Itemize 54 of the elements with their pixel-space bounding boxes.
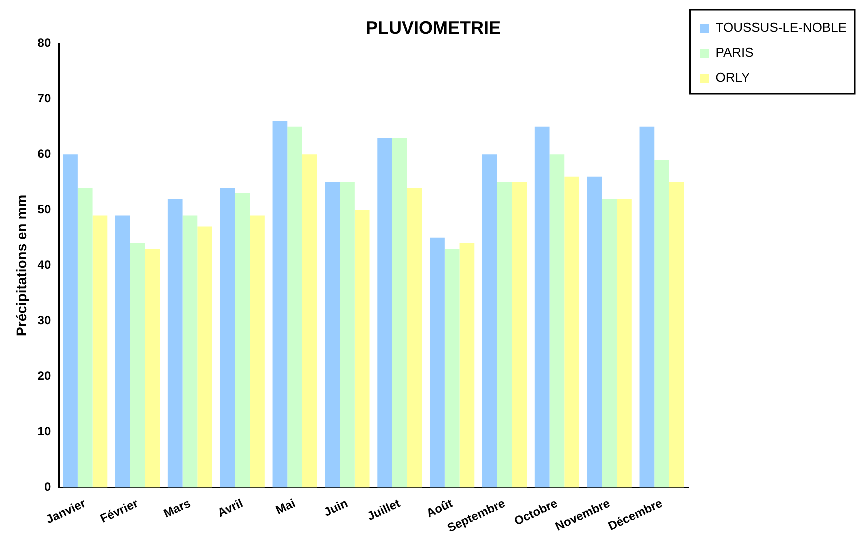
legend-label: PARIS <box>716 45 754 60</box>
x-tick-label: Mars <box>162 496 194 521</box>
bar <box>550 154 565 488</box>
bar <box>130 243 146 488</box>
bar <box>354 210 370 488</box>
bar <box>654 160 670 488</box>
bar <box>116 216 130 488</box>
y-tick-label: 20 <box>38 369 52 384</box>
bar <box>340 182 355 488</box>
bar <box>482 154 498 488</box>
bar <box>512 182 528 488</box>
y-tick-label: 10 <box>38 424 52 439</box>
legend-label: TOUSSUS-LE-NOBLE <box>716 20 848 36</box>
x-tick-label: Mai <box>274 496 298 518</box>
y-axis-title: Précipitations en mm <box>13 194 30 336</box>
bar <box>145 249 160 488</box>
bar <box>250 216 265 488</box>
bar <box>617 199 632 488</box>
y-tick-label: 50 <box>38 202 52 216</box>
bar <box>272 121 288 488</box>
bar <box>168 199 183 488</box>
bar <box>78 188 93 488</box>
bar <box>92 216 108 488</box>
bar <box>407 188 422 488</box>
bar <box>220 188 236 488</box>
y-tick-label: 30 <box>38 314 52 328</box>
bar <box>534 126 550 488</box>
y-tick-label: 0 <box>44 480 52 494</box>
bar <box>392 138 408 488</box>
bar <box>564 176 580 488</box>
bar <box>587 176 602 488</box>
bar <box>182 216 198 488</box>
bar <box>198 226 212 488</box>
bar <box>235 193 250 488</box>
x-tick-label: Avril <box>216 496 246 520</box>
bar <box>325 182 340 488</box>
bar <box>640 126 655 488</box>
bar <box>378 138 392 488</box>
bar <box>497 182 512 488</box>
y-tick-label: 60 <box>38 146 52 161</box>
bar <box>444 249 460 488</box>
legend-label: ORLY <box>716 70 751 86</box>
bar <box>302 154 318 488</box>
bar <box>669 182 684 488</box>
y-tick-label: 70 <box>38 91 52 106</box>
bar <box>430 238 445 488</box>
y-tick-label: 40 <box>38 258 52 272</box>
chart-title: PLUVIOMETRIE <box>366 18 502 38</box>
bar <box>63 154 78 488</box>
x-tick-label: Juin <box>322 496 350 520</box>
bar <box>460 243 475 488</box>
bar <box>602 199 618 488</box>
y-tick-label: 80 <box>38 36 52 50</box>
bar <box>288 126 302 488</box>
